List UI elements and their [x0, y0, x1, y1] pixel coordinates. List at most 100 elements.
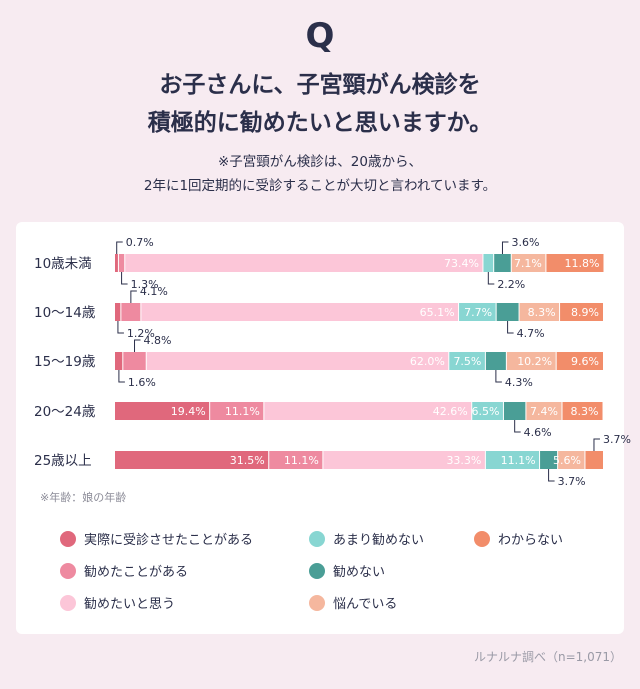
value-label: 7.7%	[464, 306, 492, 319]
value-label: 1.6%	[128, 376, 156, 389]
value-label: 4.3%	[505, 376, 533, 389]
note-line-1: ※子宮頸がん検診は、20歳から、	[218, 154, 422, 170]
axis-note: ※年齢：娘の年齢	[40, 490, 126, 504]
value-label: 1.3%	[131, 278, 159, 291]
note-line-2: 2年に1回定期的に受診することが大切と言われています。	[143, 178, 497, 194]
legend-label: 実際に受診させたことがある	[84, 532, 253, 548]
legend-swatch	[309, 531, 325, 547]
category-label: 20〜24歳	[34, 404, 96, 420]
value-label: 2.2%	[497, 278, 525, 291]
value-label: 8.3%	[571, 405, 599, 418]
page-title: お子さんに、子宮頸がん検診を 積極的に勧めたいと思いますか。	[0, 66, 640, 142]
legend-label: 勧めたいと思う	[84, 596, 175, 612]
legend-swatch	[309, 563, 325, 579]
title-line-2: 積極的に勧めたいと思いますか。	[147, 110, 493, 136]
legend-swatch	[474, 531, 490, 547]
bar-segment	[511, 254, 546, 272]
bar-segment	[496, 303, 520, 321]
value-label: 10.2%	[517, 355, 552, 368]
bar-segment	[458, 303, 497, 321]
value-label: 3.7%	[558, 475, 586, 488]
bar-segment	[559, 303, 603, 321]
value-label: 73.4%	[444, 257, 479, 270]
bar-segment	[263, 402, 472, 420]
category-label: 25歳以上	[34, 453, 92, 469]
bar-segment	[493, 254, 512, 272]
value-label: 8.9%	[571, 306, 599, 319]
bar-segment	[115, 402, 210, 420]
value-label: 7.4%	[530, 405, 558, 418]
bar-segment	[115, 352, 123, 370]
callout-line	[495, 370, 502, 383]
bar-segment	[556, 352, 603, 370]
legend-label: わからない	[498, 533, 563, 548]
category-label: 15〜19歳	[34, 354, 96, 370]
value-label: 7.5%	[453, 355, 481, 368]
bar-segment	[140, 303, 459, 321]
callout-line	[134, 339, 141, 352]
callout-line	[487, 272, 495, 285]
value-label: 11.8%	[565, 257, 600, 270]
callout-line	[116, 241, 123, 254]
bar-segment	[485, 451, 540, 469]
bar-segment	[471, 402, 504, 420]
callout-line	[501, 241, 509, 254]
bar-segment	[506, 352, 557, 370]
bar-segment	[118, 254, 125, 272]
subtitle-note: ※子宮頸がん検診は、20歳から、 2年に1回定期的に受診することが大切と言われて…	[0, 150, 640, 198]
value-label: 3.6%	[511, 236, 539, 249]
value-label: 11.1%	[284, 454, 319, 467]
bar-segment	[557, 451, 585, 469]
bar-segment	[146, 352, 449, 370]
source-note: ルナルナ調べ（n=1,071）	[473, 650, 622, 664]
bar-segment	[115, 254, 119, 272]
callout-line	[507, 321, 514, 334]
legend-label: 勧めたことがある	[84, 564, 188, 580]
value-label: 31.5%	[230, 454, 265, 467]
value-label: 7.1%	[514, 257, 542, 270]
bar-segment	[268, 451, 323, 469]
value-label: 9.6%	[571, 355, 599, 368]
bar-segment	[562, 402, 603, 420]
category-label: 10歳未満	[34, 256, 92, 272]
legend-swatch	[309, 595, 325, 611]
bar-segment	[122, 352, 147, 370]
callout-line	[548, 469, 555, 482]
callout-line	[121, 272, 128, 285]
bar-segment	[115, 451, 269, 469]
value-label: 19.4%	[171, 405, 206, 418]
value-label: 11.1%	[501, 454, 536, 467]
bar-segment	[485, 352, 507, 370]
bar-segment	[115, 303, 121, 321]
bar-segment	[124, 254, 483, 272]
callout-line	[118, 370, 125, 383]
legend-label: 悩んでいる	[333, 597, 397, 612]
value-label: 5.6%	[553, 454, 581, 467]
value-label: 0.7%	[126, 236, 154, 249]
legend-swatch	[60, 531, 76, 547]
bar-segment	[209, 402, 264, 420]
bar-segment	[545, 254, 604, 272]
value-label: 3.7%	[603, 433, 631, 446]
value-label: 8.3%	[528, 306, 556, 319]
bar-segment	[448, 352, 486, 370]
value-label: 11.1%	[225, 405, 260, 418]
value-label: 4.6%	[524, 426, 552, 439]
callout-line	[593, 438, 600, 451]
q-mark: Q	[305, 16, 335, 56]
legend-label: 勧めない	[333, 564, 385, 580]
callout-line	[130, 290, 137, 303]
value-label: 4.7%	[517, 327, 545, 340]
value-label: 33.3%	[446, 454, 481, 467]
bar-segment	[503, 402, 526, 420]
bar-segment	[322, 451, 486, 469]
category-label: 10〜14歳	[34, 305, 96, 321]
callout-line	[117, 321, 124, 334]
value-label: 1.2%	[127, 327, 155, 340]
bar-segment	[525, 402, 563, 420]
bar-segment	[120, 303, 141, 321]
value-label: 4.8%	[144, 334, 172, 347]
value-label: 62.0%	[410, 355, 445, 368]
bar-segment	[584, 451, 603, 469]
